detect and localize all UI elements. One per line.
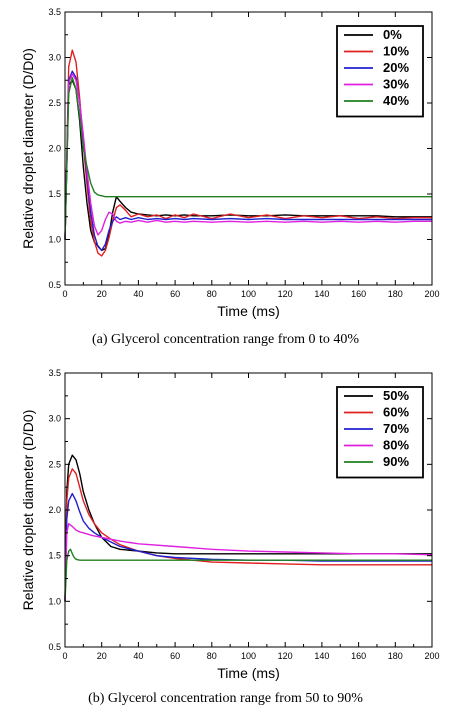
series-line-30-pct xyxy=(64,73,432,240)
x-axis-label: Time (ms) xyxy=(217,665,279,681)
x-tick-label: 100 xyxy=(241,651,256,661)
x-tick-label: 140 xyxy=(314,651,329,661)
legend-label: 70% xyxy=(383,421,409,436)
chart-a-caption: (a) Glycerol concentration range from 0 … xyxy=(91,332,360,347)
y-tick-label: 3.0 xyxy=(48,414,61,424)
y-tick-label: 3.5 xyxy=(48,368,61,378)
series-lines xyxy=(64,454,433,602)
x-tick-label: 20 xyxy=(97,651,107,661)
x-axis-label: Time (ms) xyxy=(217,303,279,319)
chart-b-caption: (b) Glycerol concentration range from 50… xyxy=(88,691,363,706)
x-tick-label: 120 xyxy=(278,651,293,661)
x-tick-label: 200 xyxy=(424,289,439,299)
series-line-50-pct xyxy=(64,454,432,602)
x-tick-label: 40 xyxy=(133,289,143,299)
legend-label: 20% xyxy=(383,60,409,75)
x-tick-label: 60 xyxy=(170,651,180,661)
y-tick-label: 1.5 xyxy=(48,189,61,199)
x-tick-label: 200 xyxy=(424,651,439,661)
y-tick-label: 1.5 xyxy=(48,551,61,561)
legend: 0% 10%20% 30%40% xyxy=(336,25,424,118)
y-tick-label: 2.5 xyxy=(48,98,61,108)
series-line-80-pct xyxy=(64,523,433,602)
y-tick-label: 3.0 xyxy=(48,53,61,63)
y-tick-label: 3.5 xyxy=(48,7,61,17)
x-tick-label: 0 xyxy=(62,289,67,299)
y-tick-label: 0.5 xyxy=(48,642,61,652)
legend-box xyxy=(336,386,424,479)
series-line-0-pct xyxy=(64,79,432,252)
series-line-40-pct xyxy=(64,76,432,240)
series-line-60-pct xyxy=(64,468,432,602)
series-line-70-pct xyxy=(64,492,432,602)
x-tick-label: 180 xyxy=(388,289,403,299)
y-tick-label: 1.0 xyxy=(48,235,61,245)
series-line-90-pct xyxy=(64,548,432,602)
legend-label: 40% xyxy=(383,93,409,108)
y-axis-label: Relative droplet diameter (D/D0) xyxy=(20,410,36,611)
x-tick-label: 0 xyxy=(62,651,67,661)
x-tick-label: 40 xyxy=(133,651,143,661)
legend-label: 50% xyxy=(383,388,409,403)
legend-label: 0% xyxy=(383,27,402,42)
chart-a: 0 20 40 60 80 100 120 140 160 180 200 0.5 1.0 1.5 2.0 2… xyxy=(0,0,451,355)
y-axis-label: Relative droplet diameter (D/D0) xyxy=(20,48,36,249)
y-tick-label: 0.5 xyxy=(48,280,61,290)
x-tick-label: 180 xyxy=(388,651,403,661)
y-tick-label: 2.0 xyxy=(48,144,61,154)
y-tick-label: 2.0 xyxy=(48,505,61,515)
x-tick-label: 160 xyxy=(351,651,366,661)
legend-label: 90% xyxy=(383,454,409,469)
legend-label: 10% xyxy=(383,44,409,59)
legend-label: 30% xyxy=(383,77,409,92)
legend: 50% 60%70% 80%90% xyxy=(336,386,424,479)
y-tick-label: 1.0 xyxy=(48,596,61,606)
legend-box xyxy=(336,25,424,118)
x-tick-label: 120 xyxy=(278,289,293,299)
chart-a-svg: 0 20 40 60 80 100 120 140 160 180 200 0.5 1.0 1.5 2.0 2… xyxy=(20,7,440,319)
x-tick-label: 160 xyxy=(351,289,366,299)
x-tick-label: 20 xyxy=(97,289,107,299)
x-tick-label: 100 xyxy=(241,289,256,299)
x-tick-label: 80 xyxy=(207,289,217,299)
series-lines xyxy=(64,49,432,257)
y-tick-label: 2.5 xyxy=(48,459,61,469)
chart-b-svg: 0 20 40 60 80 100 120 140 160 180 200 0.5 1.0 1.5 2.0 2… xyxy=(20,368,440,681)
legend-label: 60% xyxy=(383,405,409,420)
legend-label: 80% xyxy=(383,438,409,453)
series-line-10-pct xyxy=(64,49,432,257)
x-tick-label: 60 xyxy=(170,289,180,299)
chart-b: 0 20 40 60 80 100 120 140 160 180 200 0.5 1.0 1.5 2.0 2… xyxy=(0,358,451,715)
x-tick-label: 80 xyxy=(207,651,217,661)
x-tick-label: 140 xyxy=(314,289,329,299)
